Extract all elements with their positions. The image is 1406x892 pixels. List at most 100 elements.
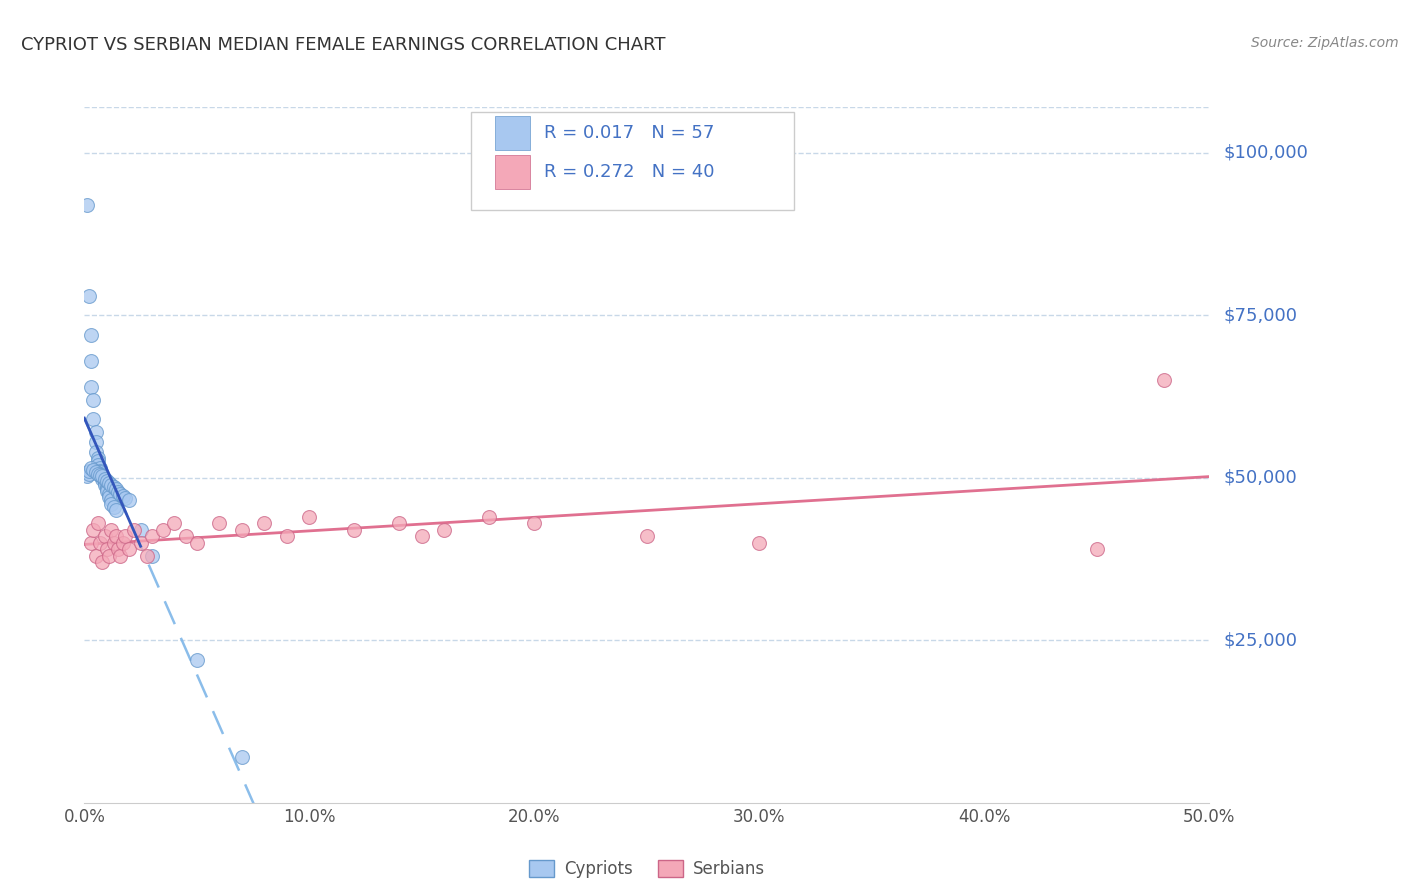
Point	[103, 480, 125, 494]
Point	[111, 535, 134, 549]
Point	[129, 523, 152, 537]
Point	[114, 529, 136, 543]
Text: $75,000: $75,000	[1223, 306, 1298, 324]
Point	[89, 468, 111, 483]
Point	[186, 653, 208, 667]
Point	[100, 493, 122, 508]
Point	[253, 516, 276, 531]
Point	[104, 529, 127, 543]
Point	[107, 542, 129, 557]
Point	[141, 549, 163, 563]
Point	[152, 523, 174, 537]
Point	[89, 461, 111, 475]
Point	[174, 529, 197, 543]
Point	[96, 474, 118, 488]
Point	[93, 478, 115, 492]
Point	[636, 529, 658, 543]
Point	[82, 463, 104, 477]
Point	[100, 478, 122, 492]
Point	[82, 523, 104, 537]
Point	[77, 288, 100, 302]
Point	[96, 542, 118, 557]
Point	[231, 523, 253, 537]
Point	[84, 425, 107, 439]
Point	[77, 464, 100, 478]
Point	[110, 549, 132, 563]
Point	[87, 458, 110, 472]
Point	[96, 483, 118, 497]
Point	[76, 469, 98, 483]
Text: R = 0.272   N = 40: R = 0.272 N = 40	[544, 163, 714, 181]
Point	[100, 497, 122, 511]
Point	[87, 451, 110, 466]
Point	[80, 327, 103, 342]
Point	[98, 490, 121, 504]
Point	[98, 549, 121, 563]
Point	[80, 379, 103, 393]
Point	[93, 475, 115, 490]
Point	[77, 467, 100, 482]
Point	[1153, 373, 1175, 387]
Point	[98, 475, 121, 490]
Point	[76, 197, 98, 211]
Point	[129, 535, 152, 549]
Point	[186, 535, 208, 549]
Point	[87, 454, 110, 468]
Point	[84, 434, 107, 449]
Point	[118, 493, 141, 508]
Point	[82, 392, 104, 407]
Point	[118, 542, 141, 557]
Point	[80, 461, 103, 475]
Point	[91, 555, 114, 569]
Point	[103, 500, 125, 514]
Point	[388, 516, 411, 531]
Point	[163, 516, 186, 531]
Point	[433, 523, 456, 537]
Point	[82, 412, 104, 426]
Point	[111, 489, 134, 503]
Point	[104, 503, 127, 517]
Point	[96, 484, 118, 499]
Point	[87, 516, 110, 531]
Point	[96, 480, 118, 494]
Point	[89, 464, 111, 478]
Point	[411, 529, 433, 543]
Point	[107, 485, 129, 500]
Point	[100, 523, 122, 537]
Point	[84, 444, 107, 458]
Point	[91, 468, 114, 483]
Point	[748, 535, 770, 549]
Text: R = 0.017   N = 57: R = 0.017 N = 57	[544, 124, 714, 142]
Point	[298, 509, 321, 524]
Point	[80, 535, 103, 549]
Point	[276, 529, 298, 543]
Point	[98, 487, 121, 501]
Text: Source: ZipAtlas.com: Source: ZipAtlas.com	[1251, 36, 1399, 50]
Point	[103, 535, 125, 549]
Point	[523, 516, 546, 531]
Point	[80, 353, 103, 368]
Point	[1085, 542, 1108, 557]
Point	[93, 472, 115, 486]
Legend: Cypriots, Serbians: Cypriots, Serbians	[522, 854, 772, 885]
Point	[91, 469, 114, 483]
Point	[91, 472, 114, 486]
Point	[141, 529, 163, 543]
Point	[136, 549, 159, 563]
Point	[231, 750, 253, 764]
Point	[122, 523, 145, 537]
Point	[343, 523, 366, 537]
Point	[91, 470, 114, 484]
Text: $50,000: $50,000	[1223, 468, 1296, 487]
Point	[110, 487, 132, 501]
Point	[89, 535, 111, 549]
Text: $100,000: $100,000	[1223, 144, 1308, 161]
Point	[478, 509, 501, 524]
Point	[89, 467, 111, 482]
Point	[93, 529, 115, 543]
Point	[208, 516, 231, 531]
Point	[87, 467, 110, 481]
Point	[89, 466, 111, 480]
Text: CYPRIOT VS SERBIAN MEDIAN FEMALE EARNINGS CORRELATION CHART: CYPRIOT VS SERBIAN MEDIAN FEMALE EARNING…	[21, 36, 665, 54]
Point	[84, 466, 107, 480]
